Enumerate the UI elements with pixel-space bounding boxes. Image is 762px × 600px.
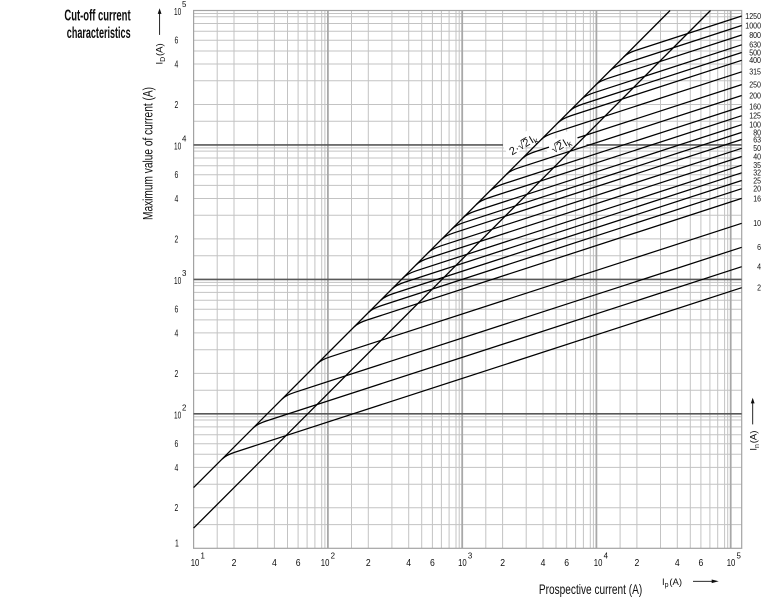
svg-text:25: 25 [753, 176, 761, 185]
svg-text:2: 2 [175, 234, 179, 245]
svg-text:Maximum value of current (A): Maximum value of current (A) [141, 87, 156, 220]
svg-text:1: 1 [175, 539, 179, 550]
svg-text:1250: 1250 [745, 12, 761, 21]
svg-text:2: 2 [500, 558, 505, 569]
svg-text:500: 500 [749, 48, 761, 57]
svg-text:400: 400 [749, 56, 761, 65]
svg-text:1: 1 [201, 551, 206, 561]
svg-text:4: 4 [175, 194, 179, 205]
svg-text:2: 2 [175, 100, 179, 111]
svg-text:6: 6 [175, 305, 179, 316]
svg-text:630: 630 [749, 41, 761, 50]
svg-text:6: 6 [296, 558, 301, 569]
svg-text:10: 10 [753, 219, 761, 228]
svg-text:Cut-off current: Cut-off current [64, 8, 131, 25]
svg-text:6: 6 [757, 243, 761, 252]
svg-text:10: 10 [174, 142, 181, 153]
svg-text:6: 6 [430, 558, 435, 569]
svg-text:10: 10 [174, 276, 181, 287]
svg-text:4: 4 [757, 263, 761, 272]
svg-text:160: 160 [749, 103, 761, 112]
svg-text:6: 6 [175, 170, 179, 181]
svg-text:2: 2 [635, 558, 640, 569]
svg-text:5: 5 [737, 551, 742, 561]
svg-text:3: 3 [182, 268, 187, 278]
svg-text:32: 32 [753, 169, 761, 178]
svg-text:80: 80 [753, 128, 761, 137]
svg-text:1000: 1000 [745, 21, 761, 30]
svg-text:16: 16 [753, 194, 761, 203]
svg-text:5: 5 [182, 0, 187, 9]
svg-text:2: 2 [175, 503, 179, 514]
svg-text:2: 2 [757, 284, 761, 293]
svg-text:10: 10 [594, 558, 603, 569]
svg-text:4: 4 [675, 558, 680, 569]
svg-text:200: 200 [749, 91, 761, 100]
svg-text:10: 10 [321, 558, 330, 569]
svg-text:10: 10 [174, 7, 181, 18]
svg-text:4: 4 [604, 551, 609, 561]
svg-text:4: 4 [175, 328, 179, 339]
svg-text:4: 4 [541, 558, 546, 569]
svg-text:4: 4 [175, 463, 179, 474]
svg-text:4: 4 [406, 558, 411, 569]
svg-text:2: 2 [175, 369, 179, 380]
svg-text:3: 3 [468, 551, 473, 561]
svg-text:800: 800 [749, 31, 761, 40]
svg-text:4: 4 [175, 59, 179, 70]
svg-text:2: 2 [331, 551, 336, 561]
svg-text:6: 6 [699, 558, 704, 569]
svg-text:100: 100 [749, 121, 761, 130]
svg-text:2: 2 [366, 558, 371, 569]
svg-text:10: 10 [174, 411, 181, 422]
svg-text:2: 2 [182, 403, 187, 413]
svg-text:2: 2 [232, 558, 237, 569]
svg-text:50: 50 [753, 144, 761, 153]
svg-text:250: 250 [749, 81, 761, 90]
svg-text:Prospective current (A): Prospective current (A) [539, 581, 642, 597]
svg-text:125: 125 [749, 112, 761, 121]
svg-text:characteristics: characteristics [67, 25, 131, 42]
svg-text:4: 4 [272, 558, 277, 569]
svg-text:40: 40 [753, 152, 761, 161]
svg-text:10: 10 [727, 558, 736, 569]
svg-text:315: 315 [749, 68, 761, 77]
svg-text:4: 4 [182, 134, 187, 144]
svg-text:63: 63 [753, 135, 761, 144]
svg-text:6: 6 [564, 558, 569, 569]
svg-text:10: 10 [191, 558, 200, 569]
svg-text:35: 35 [753, 161, 761, 170]
svg-text:6: 6 [175, 36, 179, 47]
svg-text:6: 6 [175, 439, 179, 450]
svg-text:20: 20 [753, 185, 761, 194]
svg-text:10: 10 [458, 558, 467, 569]
